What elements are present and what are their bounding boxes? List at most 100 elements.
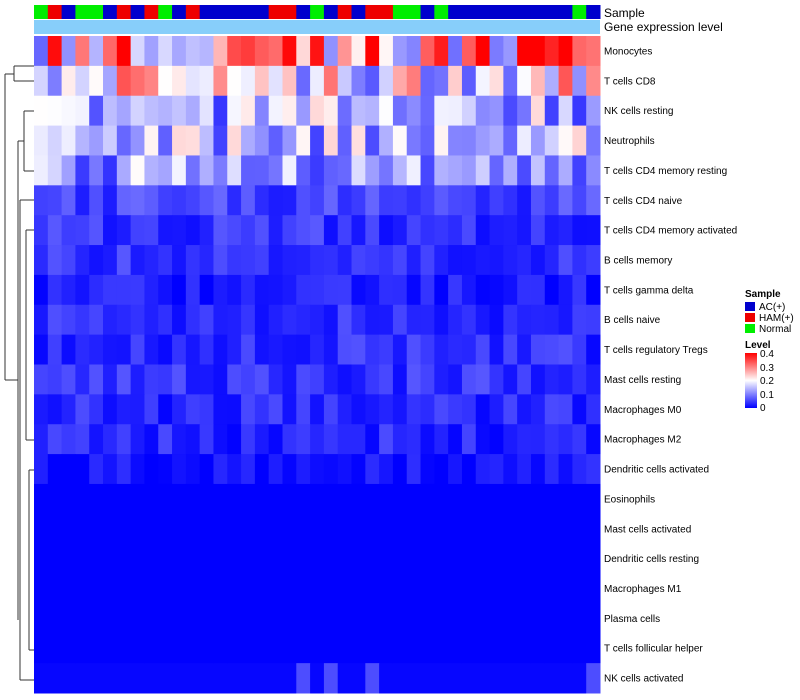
heatmap-cell bbox=[558, 245, 573, 276]
heatmap-cell bbox=[61, 245, 76, 276]
dendrogram-branch bbox=[13, 65, 34, 82]
heatmap-cell bbox=[241, 663, 256, 694]
heatmap-cell bbox=[379, 483, 394, 515]
heatmap-cell bbox=[586, 663, 601, 694]
heatmap-cell bbox=[406, 573, 422, 604]
heatmap-cell bbox=[282, 245, 297, 276]
heatmap-cell bbox=[116, 394, 132, 425]
heatmap-cell bbox=[530, 573, 546, 604]
row-label: Mast cells resting bbox=[604, 375, 681, 386]
heatmap-cell bbox=[241, 334, 256, 365]
sample-annotation-cell bbox=[530, 5, 546, 19]
heatmap-cell bbox=[75, 424, 90, 455]
heatmap-cell bbox=[310, 185, 325, 216]
heatmap-cell bbox=[544, 274, 560, 306]
heatmap-cell bbox=[227, 245, 242, 276]
heatmap-cell bbox=[489, 424, 504, 455]
heatmap-cell bbox=[351, 364, 366, 395]
heatmap-cell bbox=[144, 633, 159, 664]
heatmap-cell bbox=[130, 155, 145, 186]
heatmap-cell bbox=[116, 454, 132, 485]
heatmap-cell bbox=[47, 663, 63, 694]
row-label: T cells CD4 memory resting bbox=[604, 166, 727, 177]
sample-annotation-cell bbox=[34, 5, 49, 19]
heatmap-cell bbox=[586, 513, 601, 545]
heatmap-cell bbox=[337, 513, 353, 545]
heatmap-cell bbox=[379, 364, 394, 395]
heatmap-cell bbox=[254, 274, 270, 306]
heatmap-cell bbox=[47, 603, 63, 634]
heatmap-cell bbox=[89, 663, 104, 694]
heatmap-cell bbox=[379, 603, 394, 634]
heatmap-cell bbox=[61, 394, 76, 425]
heatmap-cell bbox=[434, 65, 449, 97]
heatmap-cell bbox=[89, 65, 104, 97]
heatmap-cell bbox=[282, 215, 297, 246]
heatmap-cell bbox=[282, 95, 297, 127]
heatmap-cell bbox=[89, 543, 104, 575]
heatmap-cell bbox=[34, 245, 49, 276]
heatmap-cell bbox=[530, 334, 546, 365]
heatmap-cell bbox=[323, 215, 339, 246]
heatmap-cell bbox=[241, 185, 256, 216]
heatmap-cell bbox=[351, 513, 366, 545]
sample-annotation-cell bbox=[379, 5, 394, 19]
heatmap-cell bbox=[323, 424, 339, 455]
heatmap-cell bbox=[241, 483, 256, 515]
heatmap-cell bbox=[351, 543, 366, 575]
heatmap-cell bbox=[282, 513, 297, 545]
heatmap-cell bbox=[586, 65, 601, 97]
heatmap-cell bbox=[75, 274, 90, 306]
heatmap-cell bbox=[365, 245, 380, 276]
heatmap-cell bbox=[241, 274, 256, 306]
heatmap-cell bbox=[268, 424, 283, 455]
heatmap-cell bbox=[144, 424, 159, 455]
heatmap-cell bbox=[241, 125, 256, 156]
heatmap-cell bbox=[116, 125, 132, 156]
heatmap-cell bbox=[489, 65, 504, 97]
heatmap-cell bbox=[103, 633, 118, 664]
heatmap-cell bbox=[254, 334, 270, 365]
sample-annotation-cell bbox=[254, 5, 270, 19]
heatmap-cell bbox=[158, 454, 173, 485]
heatmap-cell bbox=[392, 633, 408, 664]
sample-annotation-cell bbox=[434, 5, 449, 19]
heatmap-cell bbox=[103, 65, 118, 97]
heatmap-cell bbox=[199, 633, 214, 664]
heatmap-cell bbox=[406, 424, 422, 455]
level-tick-0.2: 0.2 bbox=[760, 376, 774, 387]
heatmap-cell bbox=[420, 454, 435, 485]
heatmap-cell bbox=[406, 454, 422, 485]
row-label: Dendritic cells resting bbox=[604, 554, 699, 565]
heatmap-cell bbox=[34, 543, 49, 575]
heatmap-cell bbox=[351, 334, 366, 365]
heatmap-cell bbox=[116, 245, 132, 276]
heatmap-cell bbox=[199, 36, 214, 67]
heatmap-cell bbox=[406, 663, 422, 694]
heatmap-cell bbox=[503, 125, 518, 156]
level-tick-0.1: 0.1 bbox=[760, 390, 774, 401]
heatmap-cell bbox=[34, 95, 49, 127]
heatmap-cell bbox=[420, 36, 435, 67]
heatmap-cell bbox=[586, 95, 601, 127]
heatmap-cell bbox=[199, 483, 214, 515]
sample-annotation-cell bbox=[448, 5, 463, 19]
heatmap-cell bbox=[75, 125, 90, 156]
heatmap-cell bbox=[268, 185, 283, 216]
heatmap-cell bbox=[268, 454, 283, 485]
heatmap-cell bbox=[379, 125, 394, 156]
heatmap-cell bbox=[103, 215, 118, 246]
heatmap-cell bbox=[227, 125, 242, 156]
heatmap-cell bbox=[489, 663, 504, 694]
heatmap-cell bbox=[530, 65, 546, 97]
sample-annotation-cell bbox=[461, 5, 477, 19]
heatmap-cell bbox=[461, 663, 477, 694]
heatmap-cell bbox=[75, 663, 90, 694]
sample-annotation-cell bbox=[586, 5, 601, 19]
heatmap-cell bbox=[392, 215, 408, 246]
heatmap-cell bbox=[185, 663, 201, 694]
heatmap-cell bbox=[116, 513, 132, 545]
heatmap-cell bbox=[241, 65, 256, 97]
heatmap-cell bbox=[323, 573, 339, 604]
sample-annotation-cell bbox=[172, 5, 187, 19]
